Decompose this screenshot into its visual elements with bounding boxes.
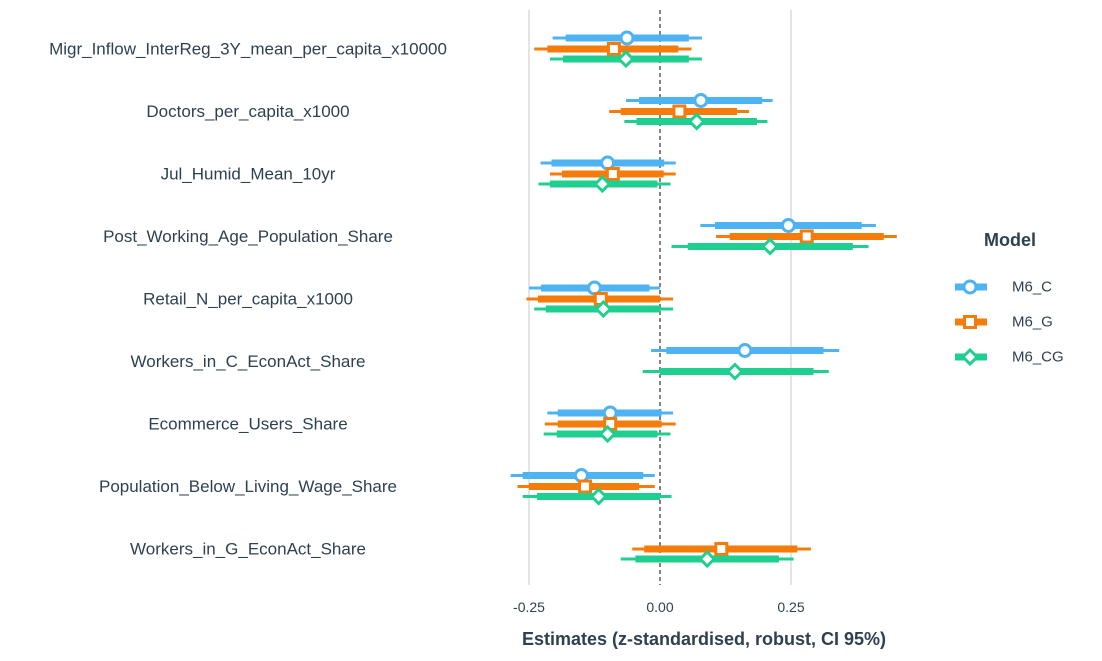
estimate-point (687, 112, 706, 131)
legend-label: M6_C (1012, 279, 1052, 296)
estimate-point (594, 299, 613, 319)
category-label: Doctors_per_capita_x1000 (146, 102, 349, 121)
category-label: Workers_in_G_EconAct_Share (130, 540, 366, 559)
estimate-point (960, 347, 980, 367)
estimate-point (698, 549, 717, 569)
estimate-point (737, 343, 753, 358)
legend-item-M6_C: M6_C (955, 279, 1052, 296)
legend-title: Model (984, 230, 1036, 250)
category-label: Workers_in_C_EconAct_Share (131, 352, 366, 371)
x-axis-title: Estimates (z-standardised, robust, CI 95… (522, 629, 886, 649)
estimate-point (606, 42, 621, 56)
legend-items: M6_C M6_G M6_CG (955, 279, 1064, 367)
legend-item-M6_CG: M6_CG (955, 347, 1064, 367)
x-tick-label: 0.25 (777, 599, 804, 615)
category-label: Retail_N_per_capita_x1000 (143, 290, 353, 309)
category-label: Ecommerce_Users_Share (148, 415, 347, 434)
series-M6_G (517, 42, 897, 556)
legend: Model M6_C M6_G M6_CG (955, 230, 1064, 367)
series-M6_CG (522, 49, 869, 569)
category-label: Jul_Humid_Mean_10yr (161, 165, 336, 184)
category-labels: Migr_Inflow_InterReg_3Y_mean_per_capita_… (49, 40, 447, 559)
x-tick-label: 0.00 (646, 599, 673, 615)
category-label: Post_Working_Age_Population_Share (103, 227, 393, 246)
estimate-point (619, 30, 635, 46)
estimate-point (605, 167, 620, 181)
estimate-point (616, 49, 636, 69)
estimate-point (589, 487, 608, 506)
series-M6_C (510, 30, 876, 483)
estimate-point (760, 237, 780, 256)
estimate-marks (510, 30, 897, 569)
estimate-point (714, 542, 729, 556)
estimate-point (578, 479, 593, 494)
estimate-point (593, 174, 612, 194)
x-axis-ticks: -0.25 0.00 0.25 (513, 599, 805, 615)
estimate-point (725, 362, 745, 381)
estimate-point (672, 104, 687, 119)
legend-item-M6_G: M6_G (955, 314, 1053, 331)
estimate-point (780, 218, 796, 233)
category-label: Population_Below_Living_Wage_Share (99, 477, 397, 496)
x-tick-label: -0.25 (513, 599, 545, 615)
category-label: Migr_Inflow_InterReg_3Y_mean_per_capita_… (49, 40, 447, 59)
legend-label: M6_G (1012, 314, 1053, 331)
legend-label: M6_CG (1012, 349, 1064, 366)
estimate-point (799, 229, 814, 244)
estimate-point (963, 315, 977, 329)
estimate-point (962, 279, 978, 295)
estimate-point (598, 424, 617, 444)
estimate-point (693, 93, 709, 108)
